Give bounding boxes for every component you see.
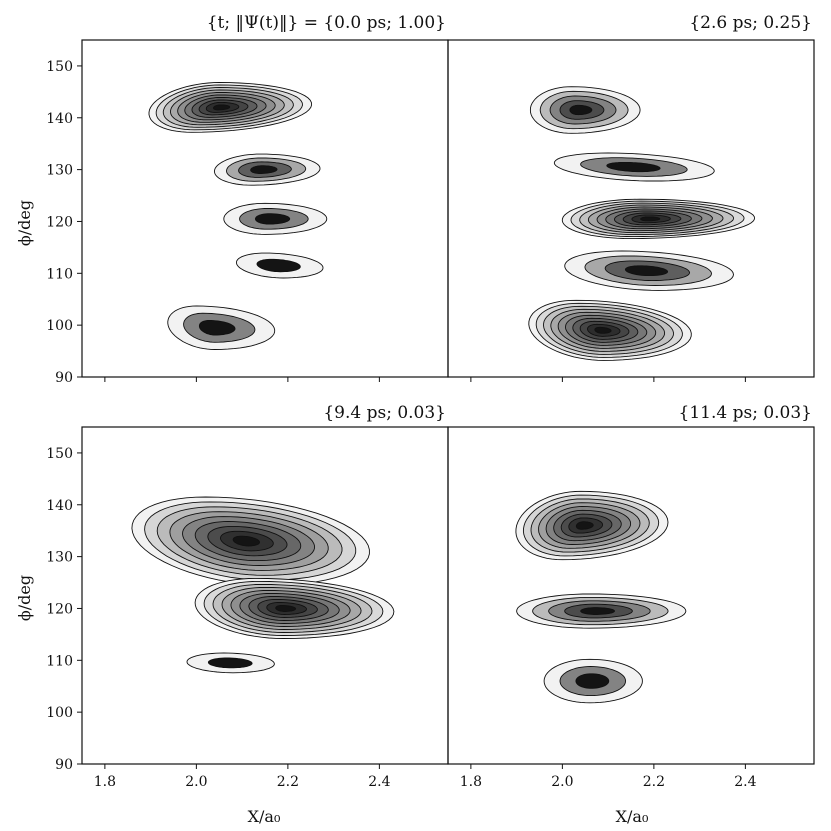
contour-level <box>575 673 610 689</box>
panel-title: {t; ‖Ψ(t)‖} = {0.0 ps; 1.00} <box>207 13 446 33</box>
contour-level <box>232 535 260 547</box>
contour-level <box>275 605 297 612</box>
contour-area <box>131 496 395 674</box>
x-axis-label: X/a₀ <box>616 807 649 826</box>
contour-panel: 90 100 110 120 130 140 150 1.8 2.0 2.2 2.4 <box>46 426 449 790</box>
y-tick-label: 150 <box>46 446 73 462</box>
x-tick-label: 2.4 <box>368 774 390 790</box>
x-axis-label: X/a₀ <box>248 807 281 826</box>
y-tick-label: 90 <box>55 757 73 773</box>
y-tick-label: 130 <box>46 550 73 566</box>
contour-panel: 1.8 2.0 2.2 2.4 <box>447 426 815 790</box>
contour-area <box>148 82 328 350</box>
contour-level <box>207 657 253 669</box>
contour-level <box>254 213 291 225</box>
contour-level <box>594 326 612 334</box>
y-axis-label: ϕ/deg <box>15 200 34 246</box>
x-tick-label: 1.8 <box>460 774 482 790</box>
panel-frame <box>447 39 815 378</box>
contour-level <box>575 521 594 530</box>
y-tick-label: 90 <box>55 370 73 386</box>
panel-title: {11.4 ps; 0.03} <box>679 403 812 423</box>
x-tick-label: 2.4 <box>734 774 756 790</box>
contour-area <box>528 86 755 361</box>
y-tick-label: 150 <box>46 59 73 75</box>
contour-level <box>256 258 301 273</box>
contour-level <box>580 607 615 615</box>
contour-level <box>250 165 278 174</box>
y-tick-label: 120 <box>46 601 73 617</box>
contour-level <box>198 320 236 336</box>
x-tick-label: 2.2 <box>643 774 665 790</box>
panel-title: {9.4 ps; 0.03} <box>323 403 446 423</box>
x-tick-label: 1.8 <box>94 774 116 790</box>
y-tick-label: 110 <box>46 266 73 282</box>
y-tick-label: 110 <box>46 653 73 669</box>
y-axis-label: ϕ/deg <box>15 575 34 621</box>
y-tick-label: 140 <box>46 498 73 514</box>
plot-layer: 90 100 110 120 130 140 150 90 100 110 120 130 140 150… <box>46 39 815 790</box>
x-tick-label: 2.0 <box>551 774 573 790</box>
contour-panel <box>447 39 815 382</box>
contour-level <box>213 104 231 111</box>
x-tick-label: 2.0 <box>185 774 207 790</box>
y-tick-label: 100 <box>46 318 73 334</box>
y-tick-label: 140 <box>46 111 73 127</box>
y-tick-label: 100 <box>46 705 73 721</box>
contour-area <box>515 490 687 704</box>
contour-level <box>624 265 669 277</box>
panel-frame <box>447 426 815 765</box>
y-tick-label: 120 <box>46 214 73 230</box>
contour-level <box>606 161 661 173</box>
contour-level <box>569 104 593 116</box>
contour-panel: 90 100 110 120 130 140 150 <box>46 39 449 386</box>
contour-level <box>640 216 661 222</box>
y-tick-label: 130 <box>46 163 73 179</box>
x-tick-label: 2.2 <box>277 774 299 790</box>
panel-title: {2.6 ps; 0.25} <box>689 13 812 33</box>
